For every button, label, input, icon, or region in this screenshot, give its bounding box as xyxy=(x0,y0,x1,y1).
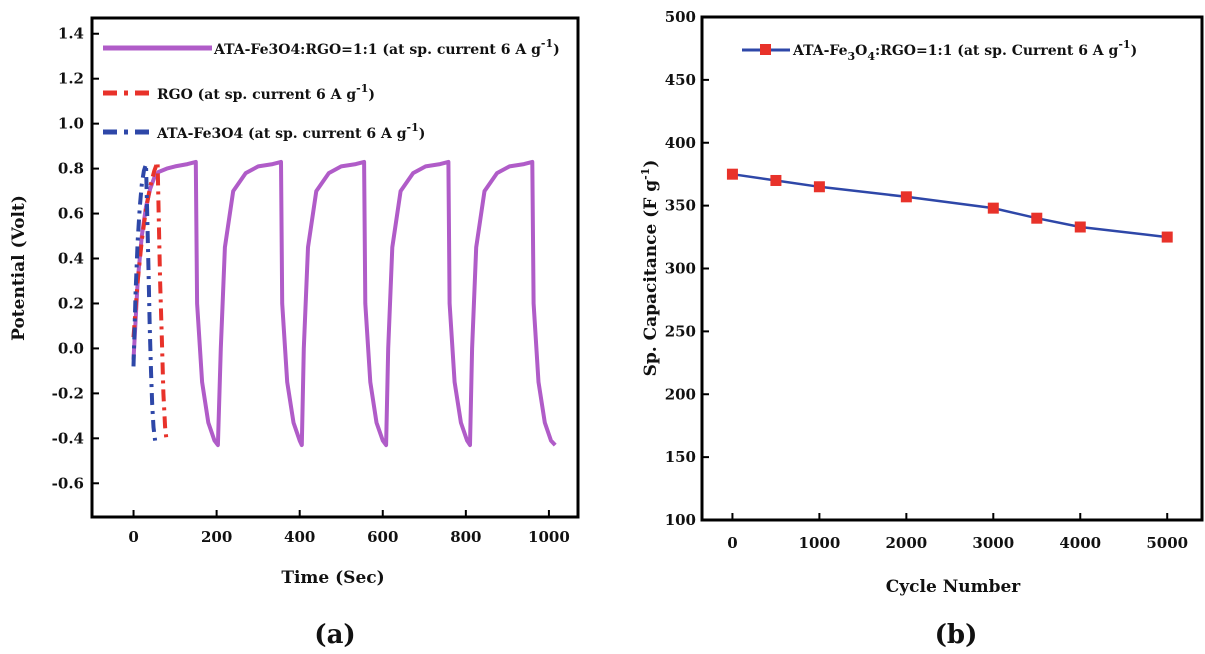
y-tick-label: 300 xyxy=(665,260,696,278)
y-tick-label: 450 xyxy=(665,71,696,89)
y-tick-label: 0.8 xyxy=(58,160,84,178)
panel-b-y-ticks: 100 150 200 250 300 350 400 450 500 xyxy=(665,8,709,529)
panel-a-y-axis-title: Potential (Volt) xyxy=(9,195,29,341)
y-tick-label: 0.6 xyxy=(58,205,84,223)
panel-a-series-group xyxy=(131,159,557,448)
panel-a-y-ticks: -0.6 -0.4 -0.2 0.0 0.2 0.4 0.6 0.8 1.0 1.2 1.4 xyxy=(52,25,99,492)
x-tick-label: 5000 xyxy=(1146,534,1188,552)
series-line-ata-fe3o4-rgo xyxy=(131,159,557,448)
x-tick-label: 400 xyxy=(284,528,315,546)
panel-b-x-axis-title: Cycle Number xyxy=(886,577,1022,597)
y-tick-label: 0.4 xyxy=(58,250,84,268)
y-tick-label: 500 xyxy=(665,8,696,26)
x-tick-label: 0 xyxy=(727,534,737,552)
y-tick-label: 150 xyxy=(665,448,696,466)
panel-b-chart: 100 150 200 250 300 350 400 450 500 0 1000 2000 300… xyxy=(639,8,1204,650)
y-tick-label: 1.0 xyxy=(58,115,84,133)
data-point-marker xyxy=(900,191,912,203)
data-point-marker xyxy=(813,181,825,193)
series-line-rgo xyxy=(131,159,169,444)
data-point-marker xyxy=(770,174,782,186)
y-tick-label: 200 xyxy=(665,385,696,403)
x-tick-label: 1000 xyxy=(528,528,570,546)
panel-a-legend: ATA-Fe3O4:RGO=1:1 (at sp. current 6 A g-… xyxy=(103,37,560,142)
panel-a-x-axis-title: Time (Sec) xyxy=(281,568,384,588)
data-point-marker xyxy=(726,168,738,180)
legend-marker-ata-fe3o4-rgo-cycle xyxy=(760,44,771,55)
y-tick-label: 250 xyxy=(665,322,696,340)
series-line-ata-fe3o4 xyxy=(131,162,158,441)
legend-label-rgo: RGO (at sp. current 6 A g-1) xyxy=(157,82,375,103)
panel-a-plot-frame xyxy=(90,16,580,519)
x-tick-label: 0 xyxy=(128,528,138,546)
panel-b-x-ticks: 0 1000 2000 3000 4000 5000 xyxy=(727,513,1188,552)
legend-label-ata-fe3o4-rgo-cycle: ATA-Fe3O4:RGO=1:1 (at sp. Current 6 A g-… xyxy=(792,38,1137,63)
y-tick-label: 400 xyxy=(665,134,696,152)
y-tick-label: -0.6 xyxy=(52,474,84,492)
x-tick-label: 600 xyxy=(367,528,398,546)
x-tick-label: 4000 xyxy=(1059,534,1101,552)
panel-a-chart: -0.6 -0.4 -0.2 0.0 0.2 0.4 0.6 0.8 1.0 1.2 1.4 0 20… xyxy=(9,16,580,650)
y-tick-label: 0.2 xyxy=(58,294,84,312)
panel-b-label: (b) xyxy=(935,620,978,650)
panel-b-plot-frame xyxy=(700,15,1204,522)
x-tick-label: 3000 xyxy=(972,534,1014,552)
data-point-marker xyxy=(1161,231,1173,243)
x-tick-label: 1000 xyxy=(799,534,841,552)
x-tick-label: 800 xyxy=(450,528,481,546)
series-line-capacitance xyxy=(732,172,1168,239)
panel-b-y-axis-title: Sp. Capacitance (F g-1) xyxy=(639,160,661,377)
legend-label-ata-fe3o4-rgo: ATA-Fe3O4:RGO=1:1 (at sp. current 6 A g-… xyxy=(213,37,560,58)
y-tick-label: 1.2 xyxy=(58,70,84,88)
data-point-marker xyxy=(987,202,999,214)
panel-a-x-ticks: 0 200 400 600 800 1000 xyxy=(128,510,570,546)
data-point-marker xyxy=(1031,212,1043,224)
y-tick-label: -0.2 xyxy=(52,384,84,402)
x-tick-label: 200 xyxy=(201,528,232,546)
panel-b-series-group xyxy=(726,168,1173,243)
legend-label-ata-fe3o4: ATA-Fe3O4 (at sp. current 6 A g-1) xyxy=(156,121,425,142)
data-point-marker xyxy=(1074,221,1086,233)
y-tick-label: 0.0 xyxy=(58,339,84,357)
panel-a-label: (a) xyxy=(314,620,355,650)
y-tick-label: 100 xyxy=(665,511,696,529)
panel-b-legend: ATA-Fe3O4:RGO=1:1 (at sp. Current 6 A g-… xyxy=(742,38,1137,63)
x-tick-label: 2000 xyxy=(885,534,927,552)
y-tick-label: -0.4 xyxy=(52,429,84,447)
y-tick-label: 1.4 xyxy=(58,25,84,43)
y-tick-label: 350 xyxy=(665,197,696,215)
